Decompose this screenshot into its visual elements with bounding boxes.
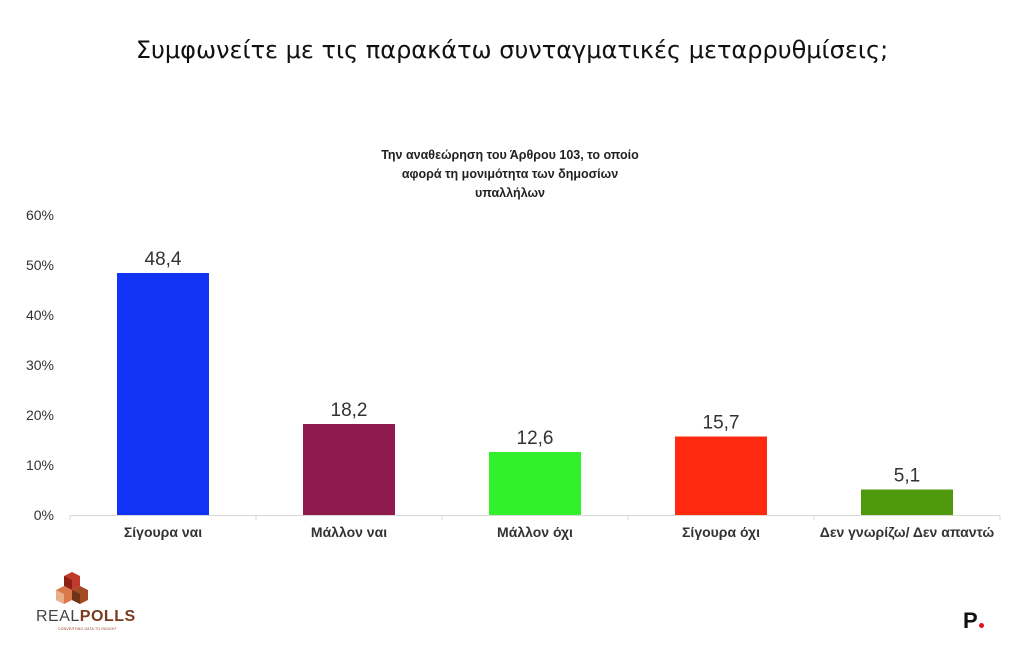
data-label: 12,6 bbox=[517, 428, 554, 449]
y-tick-label: 20% bbox=[26, 407, 54, 423]
y-tick-label: 40% bbox=[26, 307, 54, 323]
x-tick-label: Σίγουρα όχι bbox=[682, 524, 760, 540]
bar bbox=[117, 273, 209, 515]
chart-title: Την αναθεώρηση του Άρθρου 103, το οποίο … bbox=[355, 146, 665, 203]
x-tick-label: Σίγουρα ναι bbox=[124, 524, 202, 540]
x-tick-label: Μάλλον όχι bbox=[497, 524, 573, 540]
data-label: 5,1 bbox=[894, 466, 920, 487]
bar bbox=[675, 436, 767, 515]
x-tick-label: Δεν γνωρίζω/ Δεν απαντώ bbox=[820, 524, 995, 540]
bar bbox=[861, 489, 953, 515]
data-label: 18,2 bbox=[331, 400, 368, 421]
bar-chart: 0% 10% 20% 30% 40% 50% 60% 48,4 Σίγουρα ναι 18,2 Μ… bbox=[26, 207, 1001, 540]
bar bbox=[303, 424, 395, 515]
data-label: 15,7 bbox=[703, 413, 740, 434]
chart-title-line: αφορά τη μονιμότητα των δημοσίων bbox=[401, 167, 619, 181]
brand-letter: P bbox=[963, 608, 978, 633]
chart-title-line: Την αναθεώρηση του Άρθρου 103, το οποίο bbox=[381, 148, 639, 162]
logo-name-bold: POLLS bbox=[79, 608, 136, 625]
x-tick-label: Μάλλον ναι bbox=[311, 524, 387, 540]
page-title: Συμφωνείτε με τις παρακάτω συνταγματικές… bbox=[135, 36, 889, 64]
brand-p-logo: P bbox=[963, 608, 984, 634]
data-label: 48,4 bbox=[145, 249, 182, 270]
y-tick-label: 30% bbox=[26, 357, 54, 373]
y-tick-label: 10% bbox=[26, 457, 54, 473]
y-tick-label: 50% bbox=[26, 257, 54, 273]
bar bbox=[489, 452, 581, 515]
logo-name-prefix: REAL bbox=[36, 608, 80, 625]
y-tick-label: 0% bbox=[34, 507, 54, 523]
logo-tagline: CONVERTING DATA TO INSIGHT bbox=[58, 627, 117, 631]
brand-dot-icon bbox=[978, 623, 984, 628]
realpolls-logo-icon bbox=[56, 572, 88, 604]
realpolls-logo-text: REALPOLLS bbox=[36, 608, 136, 626]
chart-title-line: υπαλλήλων bbox=[474, 186, 546, 200]
y-tick-label: 60% bbox=[26, 207, 54, 223]
